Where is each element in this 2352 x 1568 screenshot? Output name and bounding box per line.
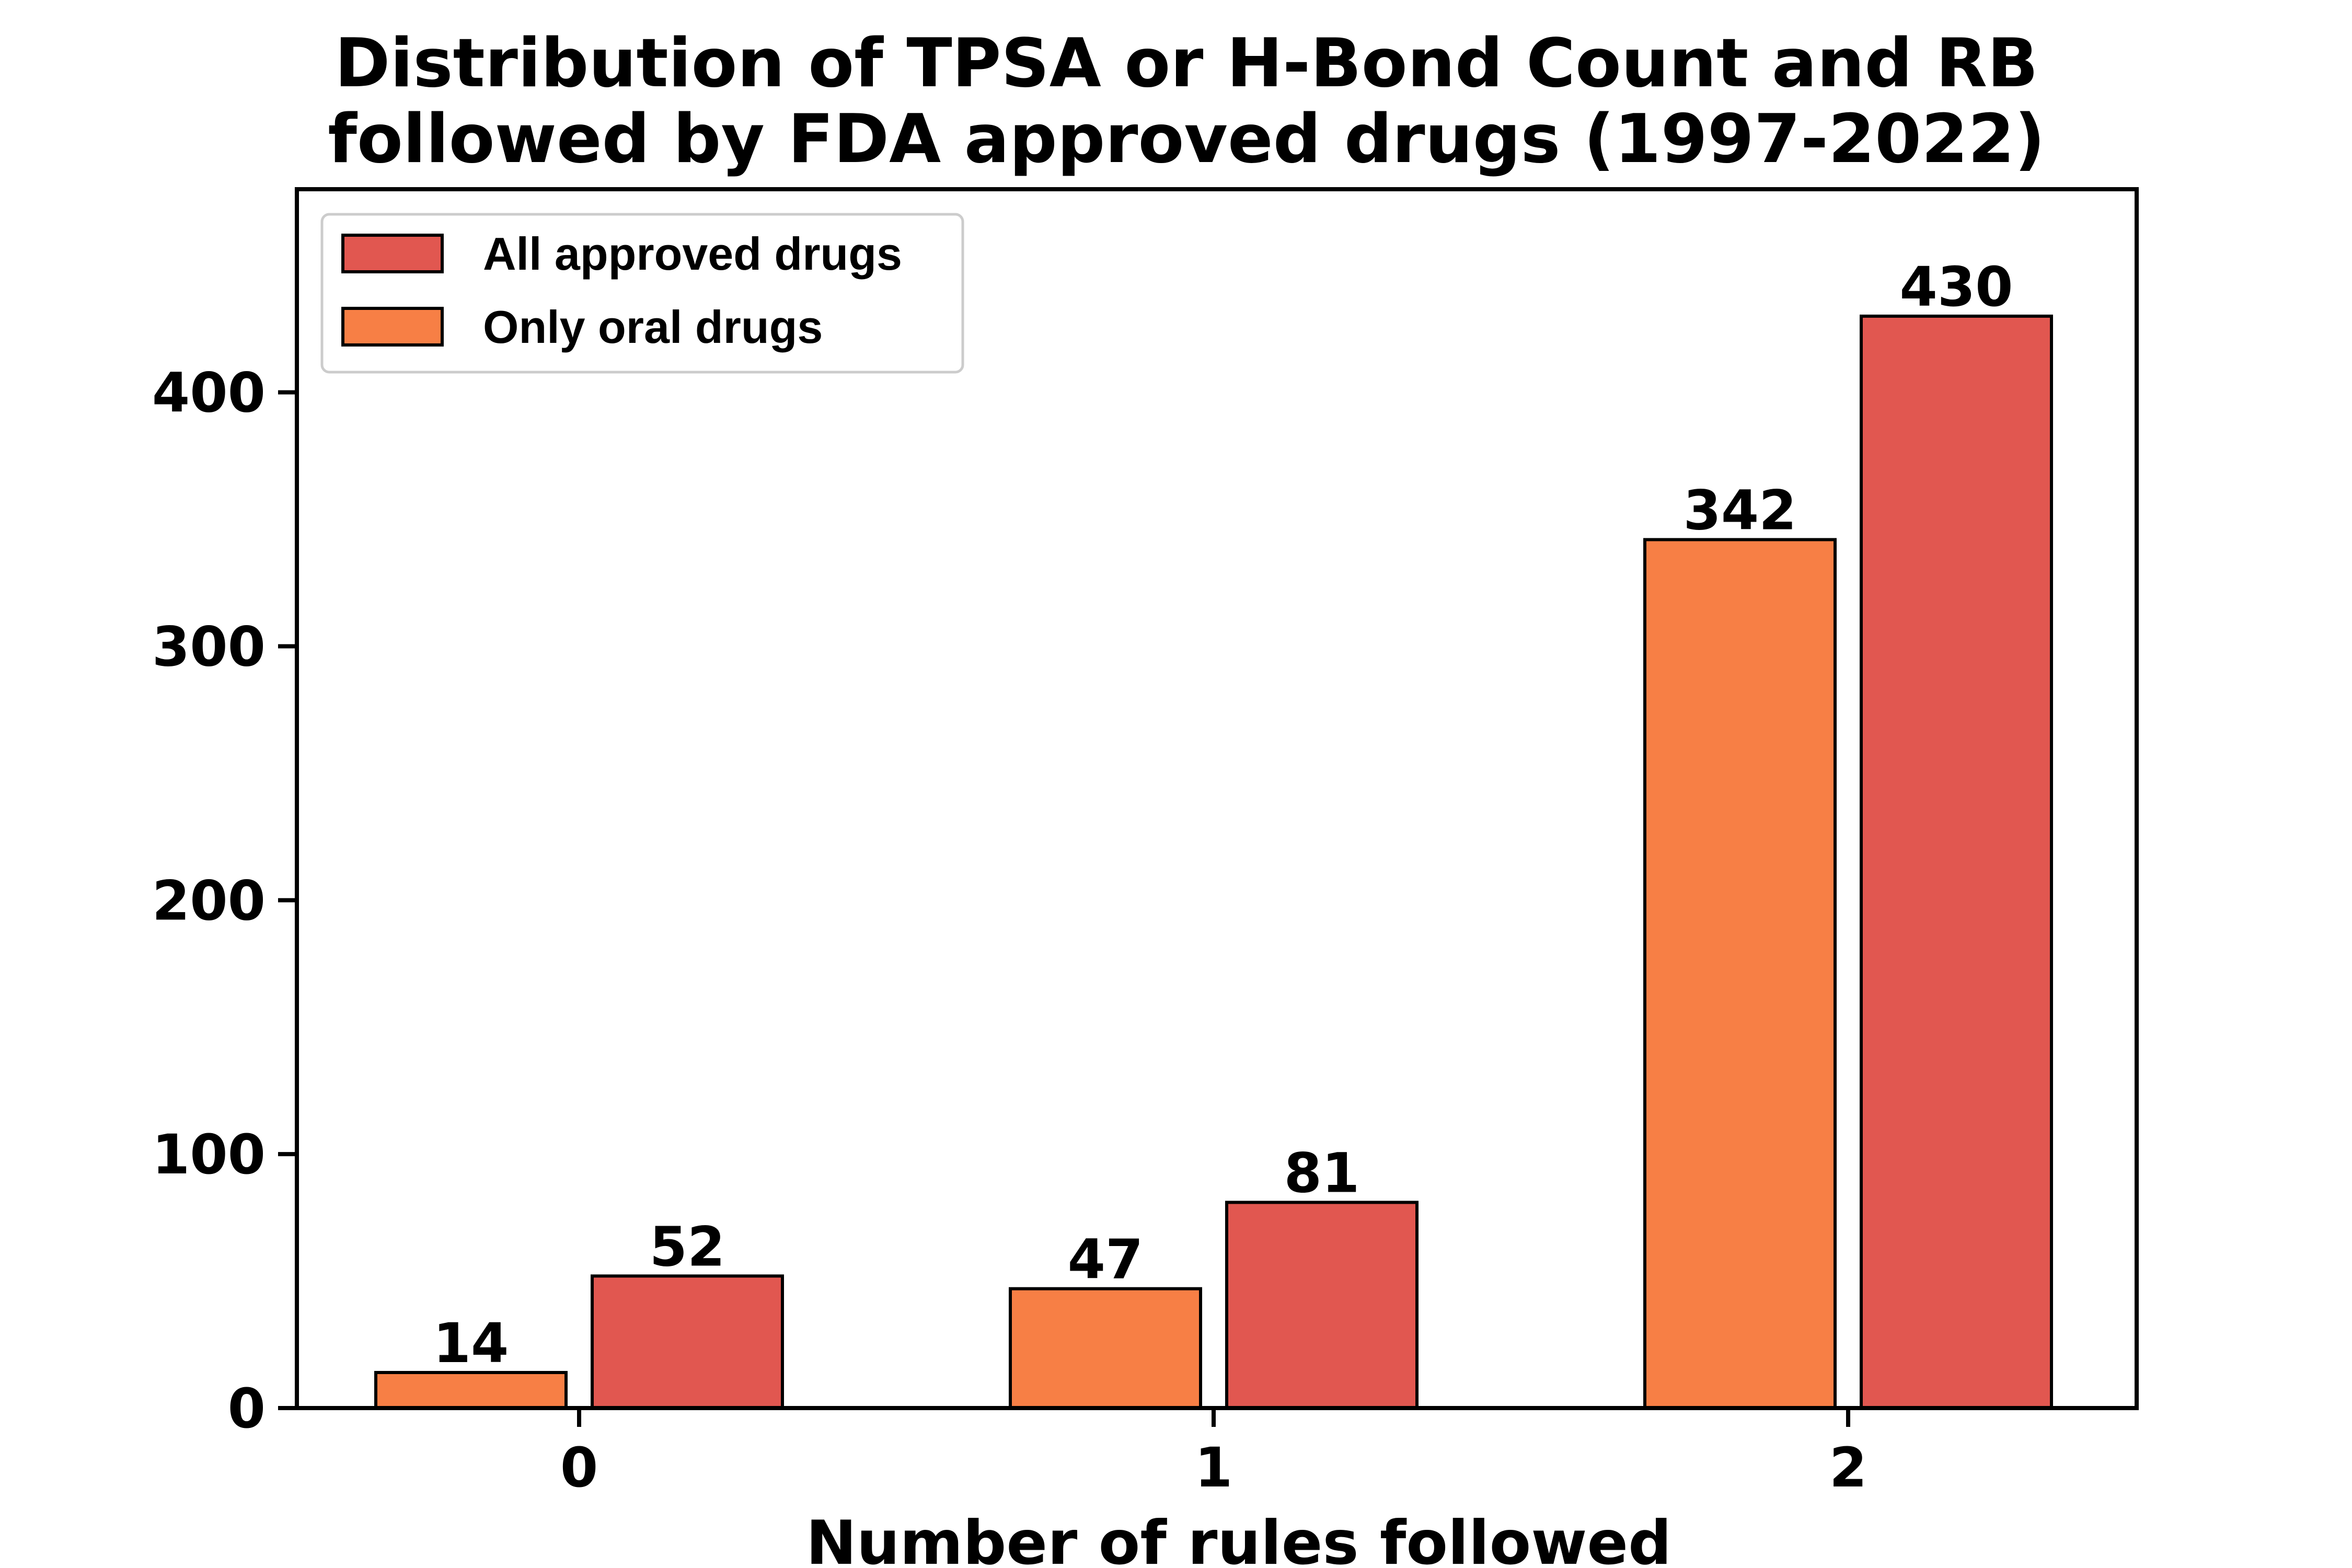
data-label-all-approved-0: 52 xyxy=(650,1215,725,1278)
legend-label-all-approved: All approved drugs xyxy=(483,228,902,280)
bar-all-approved-1 xyxy=(1225,1201,1419,1410)
bar-only-oral-0 xyxy=(374,1370,568,1410)
x-tick-label-2: 2 xyxy=(1829,1436,1867,1500)
bar-all-approved-2 xyxy=(1860,314,2053,1410)
x-axis-label: Number of rules followed xyxy=(806,1508,1671,1568)
y-tick-label-100: 100 xyxy=(152,1123,266,1186)
x-axis-ticks: 0 1 2 xyxy=(560,1408,1867,1500)
bar-all-approved-0 xyxy=(591,1274,784,1410)
data-labels-group: 14 47 342 52 81 430 xyxy=(433,255,2013,1375)
data-label-only-oral-2: 342 xyxy=(1683,478,1796,542)
legend-swatch-all-approved xyxy=(341,234,444,273)
x-tick-label-1: 1 xyxy=(1195,1436,1232,1500)
data-label-only-oral-0: 14 xyxy=(433,1311,509,1375)
legend-swatch-only-oral xyxy=(341,307,444,347)
chart-title-line-2: followed by FDA approved drugs (1997-202… xyxy=(328,100,2045,178)
legend: All approved drugs Only oral drugs xyxy=(320,213,964,374)
data-label-all-approved-1: 81 xyxy=(1284,1141,1360,1205)
plot-area-frame xyxy=(295,187,2139,1410)
data-label-only-oral-1: 47 xyxy=(1068,1228,1144,1292)
y-tick-label-300: 300 xyxy=(152,615,266,679)
legend-label-only-oral: Only oral drugs xyxy=(483,301,823,353)
data-label-all-approved-2: 430 xyxy=(1899,255,2013,319)
y-tick-label-200: 200 xyxy=(152,869,266,932)
bars-group xyxy=(374,314,2053,1410)
y-axis-ticks: 0 100 200 300 400 xyxy=(152,361,297,1440)
bar-only-oral-2 xyxy=(1643,538,1837,1410)
legend-frame xyxy=(320,213,964,374)
y-tick-label-400: 400 xyxy=(152,361,266,425)
bar-only-oral-1 xyxy=(1009,1287,1202,1410)
y-tick-label-0: 0 xyxy=(228,1377,266,1440)
x-tick-label-0: 0 xyxy=(560,1436,598,1500)
chart-title-line-1: Distribution of TPSA or H-Bond Count and… xyxy=(335,25,2038,102)
